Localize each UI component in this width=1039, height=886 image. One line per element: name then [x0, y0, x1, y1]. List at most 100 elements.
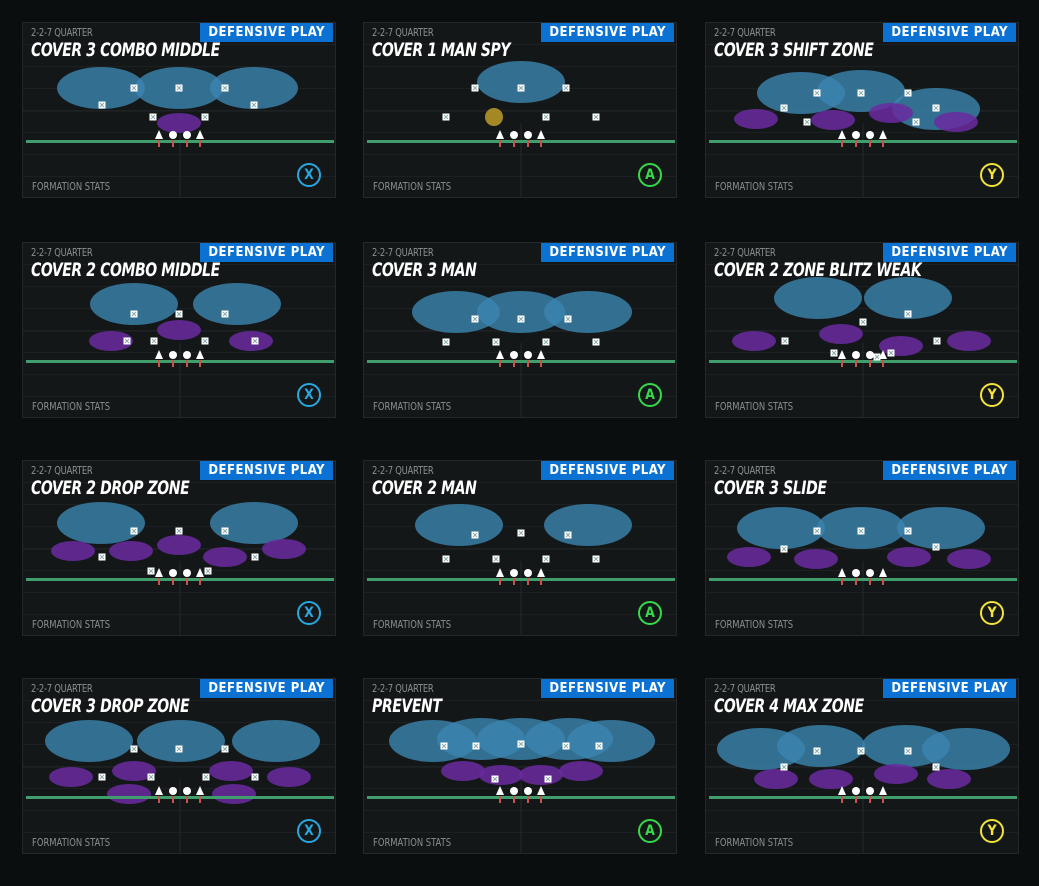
offense-receiver-icon: [537, 568, 545, 577]
play-diagram: [23, 720, 335, 853]
controller-button-icon[interactable]: Y: [980, 163, 1004, 187]
play-title: COVER 3 DROP ZONE: [31, 695, 190, 717]
controller-button-icon[interactable]: A: [638, 163, 662, 187]
formation-stats-link[interactable]: FORMATION STATS: [32, 836, 111, 849]
defensive-play-badge: DEFENSIVE PLAY: [883, 461, 1016, 480]
play-card[interactable]: 2-2-7 QUARTER COVER 3 COMBO MIDDLE DEFEN…: [22, 22, 336, 198]
play-card[interactable]: 2-2-7 QUARTER COVER 3 SLIDE DEFENSIVE PL…: [705, 460, 1019, 636]
offense-player-icon: [169, 351, 177, 359]
line-of-scrimmage: [26, 578, 334, 581]
defender-icon: [175, 310, 183, 318]
defender-icon: [592, 555, 600, 563]
offense-receiver-icon: [196, 350, 204, 359]
defender-icon: [201, 337, 209, 345]
controller-button-icon[interactable]: X: [297, 819, 321, 843]
formation-stats-link[interactable]: FORMATION STATS: [715, 180, 794, 193]
offense-player-icon: [183, 787, 191, 795]
controller-button-icon[interactable]: Y: [980, 819, 1004, 843]
controller-button-icon[interactable]: A: [638, 819, 662, 843]
formation-name: 2-2-7 QUARTER: [372, 26, 434, 39]
formation-stats-link[interactable]: FORMATION STATS: [373, 618, 452, 631]
play-card[interactable]: 2-2-7 QUARTER COVER 2 ZONE BLITZ WEAK DE…: [705, 242, 1019, 418]
offense-player-icon: [510, 351, 518, 359]
play-title: COVER 4 MAX ZONE: [714, 695, 864, 717]
controller-button-icon[interactable]: Y: [980, 383, 1004, 407]
formation-stats-link[interactable]: FORMATION STATS: [373, 180, 452, 193]
controller-button-icon[interactable]: X: [297, 601, 321, 625]
controller-button-icon[interactable]: A: [638, 601, 662, 625]
offense-player-icon: [524, 787, 532, 795]
deep-zone: [864, 277, 952, 319]
offense-receiver-icon: [196, 130, 204, 139]
play-title: COVER 3 SLIDE: [714, 477, 827, 499]
play-title: COVER 2 ZONE BLITZ WEAK: [714, 259, 922, 281]
controller-button-icon[interactable]: A: [638, 383, 662, 407]
offense-receiver-icon: [496, 786, 504, 795]
defender-icon: [813, 89, 821, 97]
hook-zone: [209, 761, 253, 781]
defender-icon: [830, 349, 838, 357]
formation-stats-link[interactable]: FORMATION STATS: [32, 180, 111, 193]
deep-zone: [544, 291, 632, 333]
defender-icon: [175, 745, 183, 753]
formation-stats-link[interactable]: FORMATION STATS: [715, 618, 794, 631]
defender-icon: [564, 531, 572, 539]
offense-player-icon: [524, 131, 532, 139]
defender-icon: [221, 745, 229, 753]
play-card[interactable]: 2-2-7 QUARTER COVER 3 SHIFT ZONE DEFENSI…: [705, 22, 1019, 198]
hook-zone: [157, 113, 201, 133]
controller-button-icon[interactable]: X: [297, 163, 321, 187]
play-card[interactable]: 2-2-7 QUARTER COVER 2 DROP ZONE DEFENSIV…: [22, 460, 336, 636]
defender-icon: [221, 84, 229, 92]
play-card[interactable]: 2-2-7 QUARTER COVER 3 MAN DEFENSIVE PLAY…: [363, 242, 677, 418]
formation-stats-link[interactable]: FORMATION STATS: [32, 400, 111, 413]
play-card[interactable]: 2-2-7 QUARTER COVER 3 DROP ZONE DEFENSIV…: [22, 678, 336, 854]
play-diagram: [364, 61, 676, 197]
deep-zone: [90, 283, 178, 325]
offense-player-icon: [510, 131, 518, 139]
controller-button-icon[interactable]: Y: [980, 601, 1004, 625]
offense-player-icon: [169, 131, 177, 139]
offense-receiver-icon: [838, 786, 846, 795]
formation-name: 2-2-7 QUARTER: [714, 682, 776, 695]
play-title: COVER 2 DROP ZONE: [31, 477, 190, 499]
play-card[interactable]: 2-2-7 QUARTER COVER 4 MAX ZONE DEFENSIVE…: [705, 678, 1019, 854]
offense-receiver-icon: [537, 130, 545, 139]
play-diagram: [23, 283, 335, 417]
controller-button-icon[interactable]: X: [297, 383, 321, 407]
defender-icon: [250, 101, 258, 109]
hook-zone: [934, 112, 978, 132]
play-card[interactable]: 2-2-7 QUARTER COVER 2 MAN DEFENSIVE PLAY…: [363, 460, 677, 636]
hook-zone: [947, 549, 991, 569]
defender-icon: [471, 315, 479, 323]
offense-player-icon: [510, 569, 518, 577]
defender-icon: [492, 555, 500, 563]
hook-zone: [794, 549, 838, 569]
defender-icon: [491, 775, 499, 783]
formation-name: 2-2-7 QUARTER: [714, 246, 776, 259]
hook-zone: [229, 331, 273, 351]
hook-zone: [732, 331, 776, 351]
defensive-play-badge: DEFENSIVE PLAY: [883, 243, 1016, 262]
hook-zone: [819, 324, 863, 344]
hook-zone: [51, 541, 95, 561]
deep-zone: [777, 725, 865, 767]
offense-receiver-icon: [496, 130, 504, 139]
play-title: COVER 3 COMBO MIDDLE: [31, 39, 220, 61]
formation-stats-link[interactable]: FORMATION STATS: [715, 836, 794, 849]
formation-stats-link[interactable]: FORMATION STATS: [373, 836, 452, 849]
defender-icon: [933, 337, 941, 345]
play-card[interactable]: 2-2-7 QUARTER PREVENT DEFENSIVE PLAY FOR…: [363, 678, 677, 854]
formation-name: 2-2-7 QUARTER: [372, 464, 434, 477]
formation-stats-link[interactable]: FORMATION STATS: [373, 400, 452, 413]
formation-stats-link[interactable]: FORMATION STATS: [32, 618, 111, 631]
line-of-scrimmage: [367, 796, 675, 799]
play-card[interactable]: 2-2-7 QUARTER COVER 2 COMBO MIDDLE DEFEN…: [22, 242, 336, 418]
play-card[interactable]: 2-2-7 QUARTER COVER 1 MAN SPY DEFENSIVE …: [363, 22, 677, 198]
offense-player-icon: [866, 787, 874, 795]
formation-stats-link[interactable]: FORMATION STATS: [715, 400, 794, 413]
defender-icon: [442, 338, 450, 346]
defender-icon: [130, 745, 138, 753]
hook-zone: [112, 761, 156, 781]
defender-icon: [859, 318, 867, 326]
